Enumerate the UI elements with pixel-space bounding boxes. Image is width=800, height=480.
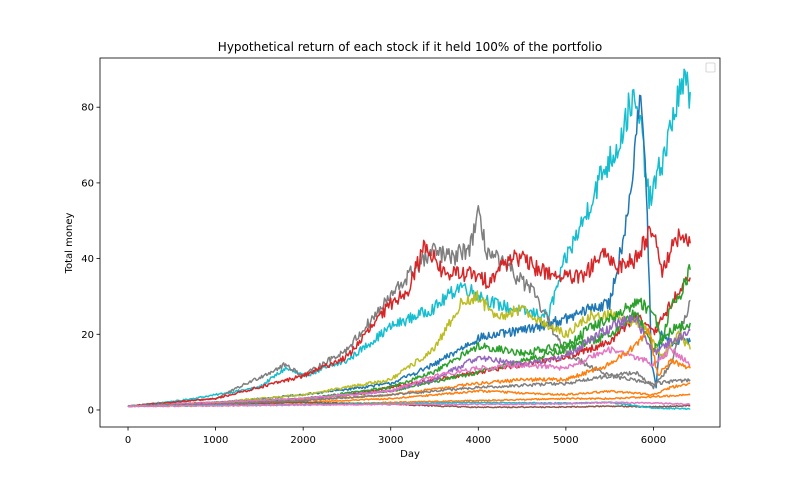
x-tick-label: 0 [125,435,131,446]
series-line-1 [127,68,691,408]
x-tick-label: 6000 [641,435,666,446]
series-line-15 [127,373,691,408]
legend-box [705,62,716,73]
chart-title: Hypothetical return of each stock if it … [218,40,602,54]
series-line-16 [127,401,691,411]
y-tick-label: 20 [81,330,94,341]
x-tick-label: 2000 [290,435,315,446]
y-tick-label: 0 [88,405,94,416]
x-tick-label: 1000 [203,435,228,446]
y-tick-label: 80 [81,103,94,114]
series-line-4 [127,225,691,408]
axes: 0 1000 2000 3000 4000 5000 6000 0 20 40 60 80 [81,57,721,446]
axes-frame [99,57,721,428]
x-axis-label: Day [400,449,420,460]
x-tick-label: 5000 [553,435,578,446]
series-line-10 [127,346,691,408]
y-axis-label: Total money [64,213,75,275]
series-line-17 [127,401,691,408]
y-tick-label: 40 [81,254,94,265]
x-tick-label: 3000 [378,435,403,446]
plot-area [127,68,691,411]
x-tick-label: 4000 [466,435,491,446]
y-tick-label: 60 [81,178,94,189]
